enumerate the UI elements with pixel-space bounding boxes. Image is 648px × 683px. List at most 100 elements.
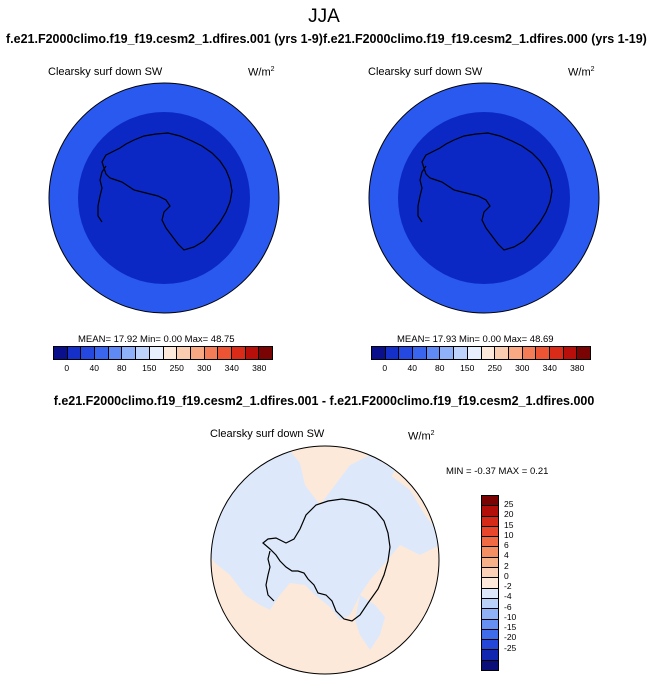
colorbar-tick-label: -2	[504, 581, 512, 592]
left-inner-disk	[78, 112, 250, 284]
colorbar-cell	[54, 347, 68, 359]
diff-colorbar-ticks: 25 20 15 10 6 4 2 0 -2 -4 -6 -10 -15 -20 -25	[504, 495, 534, 671]
colorbar-tick-label: 6	[504, 540, 509, 551]
right-colorbar-ticks: 0 40 80 150 250 300 340 380	[371, 363, 591, 375]
right-polar-map	[368, 82, 600, 314]
colorbar-cell	[495, 347, 509, 359]
diff-negative-region	[320, 455, 395, 535]
antarctica-coastline-icon	[97, 132, 233, 251]
left-colorbar-ticks: 0 40 80 150 250 300 340 380	[53, 363, 273, 375]
right-inner-disk	[398, 112, 570, 284]
colorbar-cell	[95, 347, 109, 359]
antarctica-coastline-icon	[262, 498, 391, 622]
colorbar-cell	[482, 650, 498, 661]
colorbar-cell	[399, 347, 414, 359]
diff-units-label: W/m2	[408, 430, 435, 443]
colorbar-tick-label: 2	[504, 560, 509, 571]
left-variable-label: Clearsky surf down SW	[48, 66, 163, 78]
left-stats: MEAN= 17.92 Min= 0.00 Max= 48.75	[78, 334, 235, 345]
colorbar-cell	[482, 598, 498, 610]
colorbar-tick-label: -25	[504, 642, 517, 653]
colorbar-cell	[204, 347, 219, 359]
colorbar-tick-label: -4	[504, 591, 512, 602]
colorbar-cell	[467, 347, 482, 359]
colorbar-cell	[482, 640, 498, 651]
left-case-title: f.e21.F2000climo.f19_f19.cesm2_1.dfires.…	[6, 32, 323, 46]
colorbar-cell	[482, 629, 498, 641]
diff-variable-label: Clearsky surf down SW	[210, 428, 325, 440]
colorbar-cell	[231, 347, 246, 359]
colorbar-cell	[549, 347, 564, 359]
colorbar-cell	[218, 347, 232, 359]
left-units-label: W/m2	[248, 66, 275, 79]
colorbar-cell	[67, 347, 82, 359]
colorbar-cell	[482, 547, 498, 558]
colorbar-tick-label: 4	[504, 550, 509, 561]
colorbar-tick-label: 0	[504, 570, 509, 581]
colorbar-tick-label: 80	[435, 363, 445, 373]
colorbar-tick-label: 0	[64, 363, 70, 373]
colorbar-cell	[536, 347, 550, 359]
colorbar-cell	[482, 568, 498, 579]
colorbar-cell	[372, 347, 386, 359]
diff-negative-region	[355, 595, 385, 650]
right-units-label: W/m2	[568, 66, 595, 79]
colorbar-tick-label: -6	[504, 601, 512, 612]
colorbar-cell	[454, 347, 468, 359]
colorbar-cell	[482, 609, 498, 620]
colorbar-cell	[482, 619, 498, 630]
colorbar-cell	[108, 347, 123, 359]
colorbar-cell	[482, 506, 498, 517]
colorbar-tick-label: 40	[89, 363, 99, 373]
colorbar-cell	[163, 347, 178, 359]
colorbar-tick-label: 250	[169, 363, 184, 373]
colorbar-cell	[482, 578, 498, 589]
colorbar-tick-label: 300	[515, 363, 530, 373]
page-title: JJA	[308, 6, 340, 27]
colorbar-cell	[81, 347, 96, 359]
difference-title: f.e21.F2000climo.f19_f19.cesm2_1.dfires.…	[53, 394, 595, 408]
colorbar-cell	[522, 347, 537, 359]
colorbar-cell	[177, 347, 191, 359]
colorbar-tick-label: 25	[504, 499, 514, 510]
right-stats: MEAN= 17.93 Min= 0.00 Max= 48.69	[397, 334, 554, 345]
colorbar-cell	[426, 347, 441, 359]
colorbar-tick-label: 340	[542, 363, 557, 373]
colorbar-tick-label: 340	[224, 363, 239, 373]
right-case-title: f.e21.F2000climo.f19_f19.cesm2_1.dfires.…	[323, 32, 647, 46]
left-colorbar	[53, 346, 273, 360]
colorbar-cell	[481, 347, 496, 359]
colorbar-cell	[122, 347, 137, 359]
colorbar-tick-label: -15	[504, 622, 517, 633]
colorbar-tick-label: 40	[407, 363, 417, 373]
colorbar-cell	[482, 588, 498, 599]
colorbar-cell	[482, 516, 498, 527]
colorbar-cell	[136, 347, 150, 359]
colorbar-tick-label: 300	[197, 363, 212, 373]
colorbar-cell	[482, 496, 498, 507]
colorbar-cell	[440, 347, 455, 359]
colorbar-tick-label: 0	[382, 363, 388, 373]
colorbar-cell	[508, 347, 523, 359]
colorbar-tick-label: 150	[142, 363, 157, 373]
colorbar-tick-label: 10	[504, 529, 514, 540]
antarctica-coastline-icon	[417, 132, 553, 251]
diff-stats: MIN = -0.37 MAX = 0.21	[446, 466, 549, 477]
colorbar-tick-label: 15	[504, 519, 514, 530]
colorbar-tick-label: 20	[504, 509, 514, 520]
colorbar-cell	[245, 347, 260, 359]
colorbar-cell	[482, 557, 498, 569]
colorbar-cell	[577, 347, 590, 359]
colorbar-cell	[259, 347, 272, 359]
colorbar-cell	[413, 347, 427, 359]
colorbar-tick-label: 250	[487, 363, 502, 373]
colorbar-cell	[482, 537, 498, 548]
colorbar-tick-label: -10	[504, 611, 517, 622]
colorbar-cell	[563, 347, 578, 359]
colorbar-tick-label: 150	[460, 363, 475, 373]
right-colorbar	[371, 346, 591, 360]
difference-polar-map	[210, 445, 440, 675]
colorbar-tick-label: 380	[252, 363, 267, 373]
colorbar-cell	[482, 660, 498, 671]
colorbar-tick-label: -20	[504, 632, 517, 643]
